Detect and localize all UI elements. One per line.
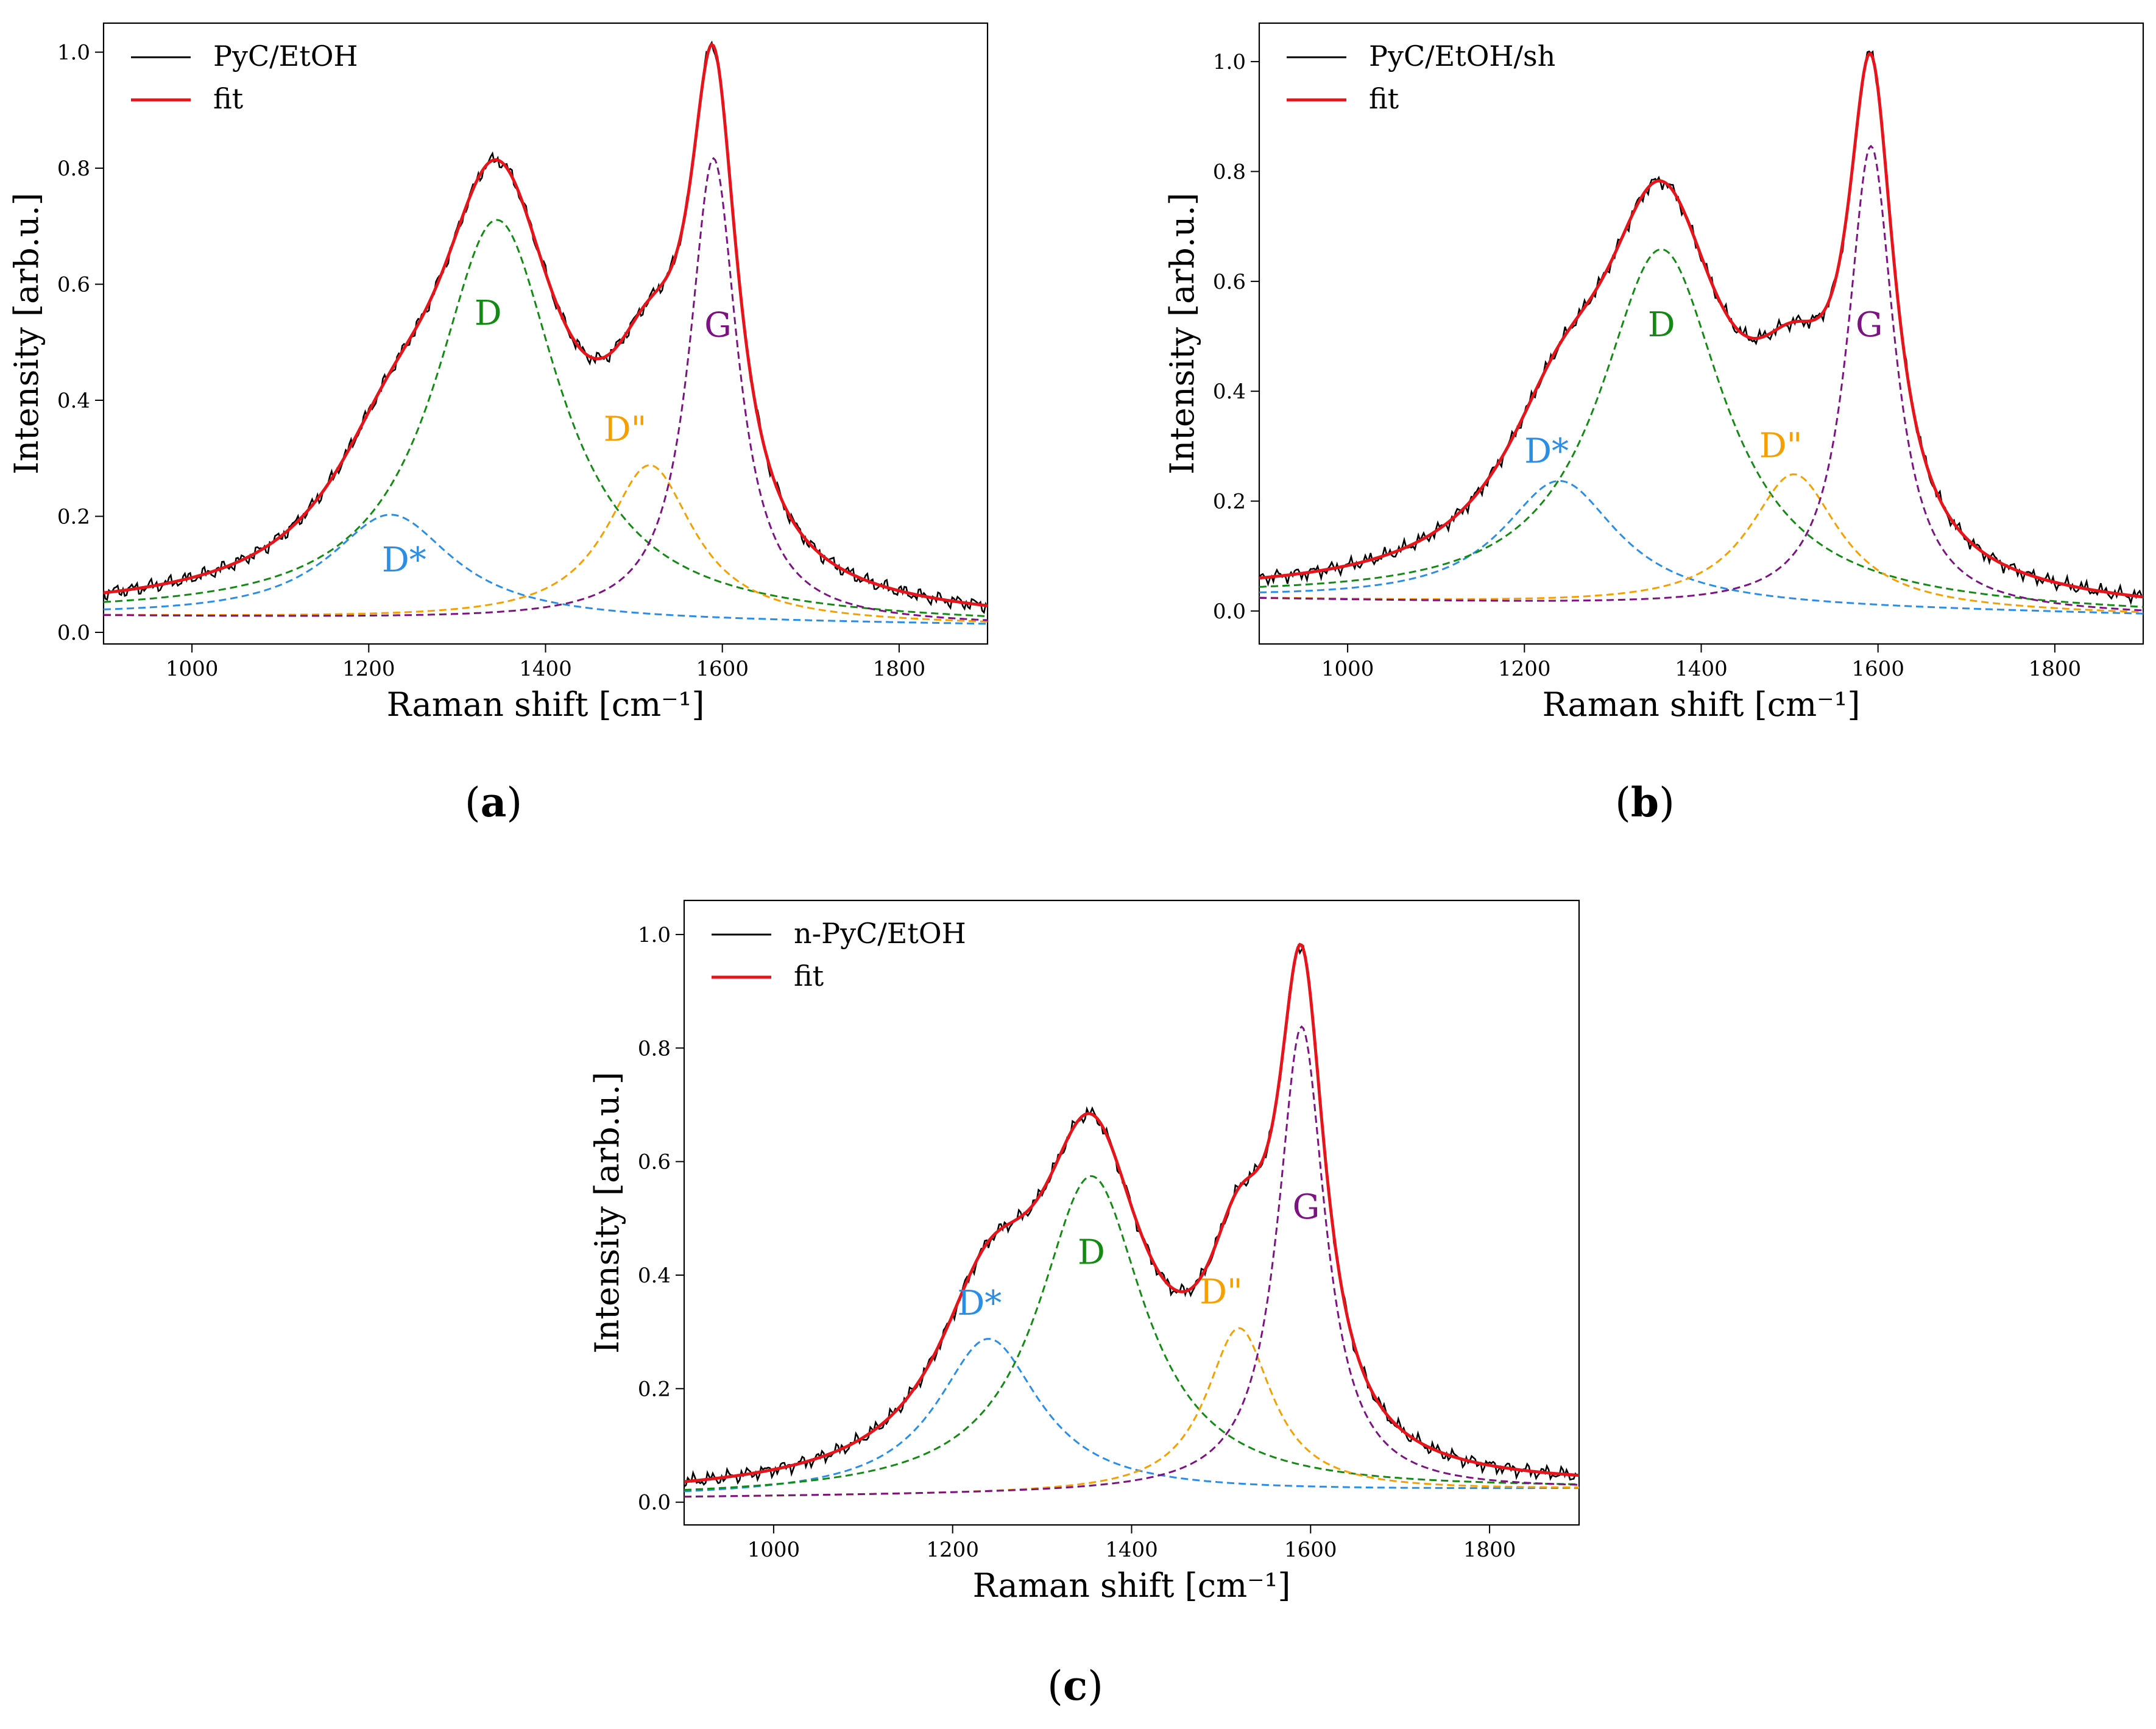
panel-c-y-tick-label: 0.4 [638,1264,671,1288]
panel-b-peak-label: D" [1759,426,1803,465]
panel-c-x-tick-label: 1400 [1105,1538,1158,1562]
panel-a-x-tick-label: 1000 [166,657,219,681]
panel-c-y-tick-label: 0.0 [638,1491,671,1515]
panel-c-legend: n-PyC/EtOH fit [712,917,966,992]
panel-a-legend-fit-label: fit [213,82,244,115]
panel-a-component-D [104,219,988,617]
panel-a-peak-label: D" [604,410,647,450]
panel-b-y-tick-label: 0.2 [1213,490,1246,514]
panel-c-x-tick-label: 1600 [1284,1538,1337,1562]
panel-a-y-tick-label: 0.2 [57,504,90,529]
panel-b-x-tick-label: 1600 [1851,657,1904,681]
panel-a-x-tick-label: 1600 [696,657,749,681]
panel-c-y-tick-label: 0.2 [638,1377,671,1401]
panel-b-y-axis-label: Intensity [arb.u.] [1163,193,1201,475]
panel-b-caption: (b) [1615,779,1675,826]
panel-a-y-tick-label: 0.0 [57,621,90,645]
panel-c-legend-measured-label: n-PyC/EtOH [794,917,966,950]
panel-a-peak-label: D [475,294,502,333]
panel-a: 1000 1200 1400 1600 1800 0.0 0.2 0.4 0.6 0.8 1.0 Ra… [7,22,989,826]
panel-b-y-tick-label: 1.0 [1213,50,1246,74]
panel-c-peak-label: D [1078,1232,1105,1272]
panel-c-y-axis-label: Intensity [arb.u.] [588,1072,626,1354]
panel-b-fit-line [1259,52,2143,599]
panel-b-peak-label: D* [1524,431,1569,471]
panel-c-x-tick-label: 1000 [748,1538,801,1562]
panel-a-plot-area [104,40,988,625]
panel-c-component-D-double-prime [684,1327,1579,1498]
panel-c-component-D [684,1175,1579,1491]
panel-b-y-tick-label: 0.0 [1213,599,1246,624]
panel-a-caption: (a) [465,779,522,826]
panel-c-peak-label: D* [957,1284,1002,1323]
panel-b-y-tick-label: 0.4 [1213,380,1246,404]
panel-a-peak-label: D* [382,540,426,580]
panel-b-y-tick-label: 0.6 [1213,270,1246,294]
panel-c-y-tick-label: 0.6 [638,1150,671,1175]
panel-c: 1000 1200 1400 1600 1800 0.0 0.2 0.4 0.6 0.8 1.0 Ra… [588,899,1580,1710]
panel-a-legend-measured-label: PyC/EtOH [213,40,358,72]
panel-b-component-D [1259,248,2143,608]
panel-c-y-tick-label: 1.0 [638,923,671,947]
panel-b-peak-label: D [1648,305,1675,345]
panel-a-component-D-star [104,514,988,625]
panel-a-peak-label: G [704,305,732,345]
panel-c-y-tick-label: 0.8 [638,1036,671,1061]
panel-c-legend-fit-label: fit [794,960,824,992]
panel-a-x-tick-label: 1400 [519,657,572,681]
panel-c-fit-line [684,942,1579,1483]
panel-b-y-tick-label: 0.8 [1213,160,1246,184]
panel-a-y-tick-label: 0.8 [57,157,90,181]
panel-b-component-D-double-prime [1259,473,2143,613]
panel-b-legend-measured-label: PyC/EtOH/sh [1369,40,1555,72]
panel-b-legend-fit-label: fit [1369,82,1399,115]
panel-a-fit-line [104,42,988,607]
panel-b-plot-area [1259,50,2143,615]
panel-c-peak-label: D" [1200,1273,1243,1312]
panel-c-peak-label: G [1293,1187,1320,1227]
panel-c-x-tick-label: 1800 [1463,1538,1516,1562]
panel-b-component-G [1259,144,2143,612]
panel-a-component-D-double-prime [104,464,988,623]
panel-b-x-tick-label: 1400 [1675,657,1728,681]
panel-a-x-axis-label: Raman shift [cm⁻¹] [387,685,705,724]
panel-c-caption: (c) [1047,1662,1103,1710]
panel-c-x-axis-label: Raman shift [cm⁻¹] [973,1566,1291,1605]
panel-a-y-tick-label: 1.0 [57,41,90,65]
panel-b-x-axis-label: Raman shift [cm⁻¹] [1543,685,1861,724]
panel-b-x-tick-label: 1200 [1498,657,1551,681]
panel-c-x-tick-label: 1200 [926,1538,979,1562]
panel-b-legend: PyC/EtOH/sh fit [1287,40,1555,115]
panel-a-legend: PyC/EtOH fit [131,40,358,115]
panel-a-y-tick-label: 0.4 [57,389,90,413]
panel-b-peak-label: G [1856,305,1883,345]
panel-a-y-axis-label: Intensity [arb.u.] [7,193,46,475]
panel-a-x-tick-label: 1200 [342,657,395,681]
panel-c-plot-area [684,942,1579,1498]
panel-b-x-tick-label: 1000 [1321,657,1374,681]
panel-b: 1000 1200 1400 1600 1800 0.0 0.2 0.4 0.6 0.8 1.0 Ra… [1163,22,2144,826]
panel-a-y-tick-label: 0.6 [57,273,90,297]
panel-b-x-tick-label: 1800 [2029,657,2082,681]
panel-a-x-tick-label: 1800 [873,657,926,681]
panel-a-component-G [104,157,988,621]
panel-c-component-D-star [684,1338,1579,1493]
panel-b-component-D-star [1259,479,2143,615]
